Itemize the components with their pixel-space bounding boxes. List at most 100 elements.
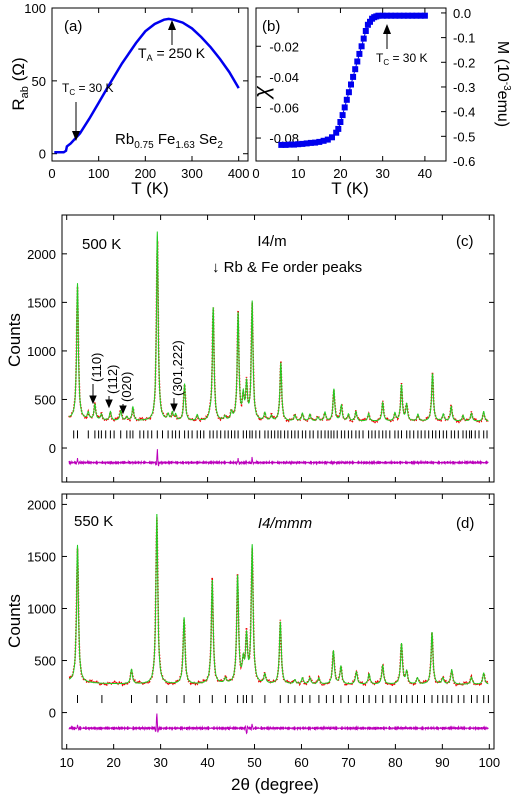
panel-b-x-tick-label: 0 bbox=[252, 166, 259, 181]
panel-b-data-point bbox=[375, 12, 382, 19]
panel-b-data-point bbox=[286, 141, 293, 148]
panel-d-difference-curve bbox=[68, 713, 489, 735]
panel-a-y-tick-label: 50 bbox=[32, 74, 46, 89]
panel-a-ta-annotation: TA = 250 K bbox=[138, 45, 206, 63]
panel-d-x-tick-label: 90 bbox=[435, 755, 449, 770]
panel-b-data-point bbox=[295, 141, 302, 148]
panel-b-data-point bbox=[299, 140, 306, 147]
panel-c-y-tick-label: 1500 bbox=[27, 295, 56, 310]
panel-b-data-point bbox=[417, 12, 424, 19]
panel-b-data-point bbox=[307, 139, 314, 146]
panel-d-y-tick-label: 1500 bbox=[27, 549, 56, 564]
panel-a-y-tick-label: 0 bbox=[39, 147, 46, 162]
panel-b-x-tick-label: 40 bbox=[418, 166, 432, 181]
panel-a-x-tick-label: 400 bbox=[228, 166, 250, 181]
panel-b-data-point bbox=[324, 136, 331, 143]
panel-b-data-point bbox=[367, 18, 373, 25]
panel-a-x-tick-label: 200 bbox=[134, 166, 156, 181]
panel-a-frame bbox=[51, 7, 249, 162]
panel-d-x-tick-label: 70 bbox=[341, 755, 355, 770]
panel-b-data-point bbox=[358, 43, 365, 50]
panel-c-frame bbox=[61, 214, 495, 483]
panel-b-right-axis-label: M (10-3emu) bbox=[494, 41, 512, 127]
panel-c-peak-label-020: (020) bbox=[119, 372, 134, 402]
panel-d-frame bbox=[61, 493, 495, 750]
panel-d-x-axis-label: 2θ (degree) bbox=[231, 775, 319, 794]
panel-c-x-ticks bbox=[66, 215, 490, 482]
panel-a-label: (a) bbox=[64, 18, 82, 35]
panel-b-data-point bbox=[329, 134, 335, 141]
panel-d-y-tick-label: 2000 bbox=[27, 497, 56, 512]
panel-a-x-axis-label: T (K) bbox=[131, 179, 168, 198]
panel-b-right-y-tick-label: -0.1 bbox=[453, 31, 475, 46]
panel-a-tc-annotation: TC = 30 K bbox=[62, 81, 114, 97]
panel-b-right-y-tick-label: -0.4 bbox=[453, 105, 475, 120]
panel-d-y-axis-label: Counts bbox=[5, 594, 24, 648]
panel-b-data-point bbox=[341, 104, 348, 111]
panel-c-temperature: 500 K bbox=[82, 236, 121, 253]
panel-b-right-y-tick-label: -0.5 bbox=[453, 129, 475, 144]
panel-b-data-point bbox=[383, 12, 390, 19]
panel-b-data-point bbox=[350, 73, 357, 80]
panel-d-calculated-pattern bbox=[68, 514, 489, 685]
panel-c-y-tick-label: 0 bbox=[49, 441, 56, 456]
panel-b-data-point bbox=[352, 66, 359, 73]
panel-b-data-point bbox=[303, 140, 310, 147]
panel-b-data-point bbox=[392, 12, 399, 19]
panel-b-data-point bbox=[421, 12, 428, 19]
panel-b-left-y-tick-label: -0.06 bbox=[269, 100, 299, 115]
panel-b-right-y-tick-label: -0.3 bbox=[453, 80, 475, 95]
panel-d-label: (d) bbox=[456, 515, 474, 532]
panel-a-resistance-curve bbox=[54, 17, 240, 154]
panel-c-space-group: I4/m bbox=[257, 233, 286, 250]
panel-c-y-ticks: 0 500 1000 1500 2000 bbox=[27, 247, 494, 456]
panel-a-tc-arrowhead bbox=[72, 131, 80, 141]
panel-b-data-point bbox=[396, 12, 403, 19]
panel-b-label: (b) bbox=[262, 18, 280, 35]
panel-b-data-point bbox=[388, 12, 395, 19]
panel-d-x-tick-label: 50 bbox=[247, 755, 261, 770]
panel-b-data-point bbox=[339, 112, 346, 119]
panel-b-frame bbox=[255, 7, 447, 162]
panel-c-diffraction-500k: 0 500 1000 1500 2000 500 K I4/m ↓ Rb & Fe or… bbox=[5, 214, 495, 483]
panel-b-data-point bbox=[316, 138, 323, 145]
panel-c-y-tick-label: 500 bbox=[34, 392, 56, 407]
panel-b-data-point bbox=[405, 12, 411, 19]
panel-b-data-point bbox=[362, 28, 369, 34]
panel-a-x-ticks: 0 100 200 300 400 bbox=[48, 8, 250, 181]
panel-a-y-axis-label: Rab (Ω) bbox=[9, 57, 31, 110]
panel-b-data-point bbox=[354, 58, 361, 65]
panel-b-susceptibility-chart: -0.02-0.04-0.06-0.08 0.0-0.1-0.2-0.3-0.4… bbox=[249, 6, 512, 198]
panel-b-data-point bbox=[312, 139, 319, 146]
panel-b-data-point bbox=[291, 141, 297, 148]
panel-b-data-point bbox=[409, 12, 416, 19]
panel-d-x-tick-label: 20 bbox=[106, 755, 120, 770]
panel-b-left-axis-label: χ bbox=[249, 85, 274, 100]
panel-c-y-axis-label: Counts bbox=[5, 313, 24, 367]
panel-d-space-group: I4/mmm bbox=[258, 515, 312, 532]
panel-c-peak-label-110: (110) bbox=[89, 353, 104, 382]
panel-d-y-tick-label: 0 bbox=[49, 706, 56, 721]
panel-d-y-tick-label: 500 bbox=[34, 654, 56, 669]
panel-d-y-ticks: 0 500 1000 1500 2000 bbox=[27, 497, 494, 721]
panel-c-order-peaks-note: ↓ Rb & Fe order peaks bbox=[212, 259, 362, 276]
panel-b-data-point bbox=[356, 50, 363, 57]
panel-d-x-tick-label: 80 bbox=[388, 755, 402, 770]
panel-b-right-y-ticks: 0.0 -0.1 -0.2 -0.3 -0.4 -0.5 -0.6 bbox=[441, 6, 475, 169]
panel-b-data-points bbox=[278, 12, 428, 148]
panel-b-data-point bbox=[348, 81, 354, 88]
panel-b-x-tick-label: 10 bbox=[291, 166, 305, 181]
panel-b-x-axis-label: T (K) bbox=[331, 179, 368, 198]
panel-b-data-point bbox=[360, 35, 367, 42]
panel-d-x-tick-label: 10 bbox=[59, 755, 73, 770]
panel-a-x-tick-label: 0 bbox=[48, 166, 55, 181]
panel-c-difference-curve bbox=[68, 449, 489, 467]
panel-b-data-point bbox=[335, 125, 342, 132]
panel-b-left-y-tick-label: -0.02 bbox=[269, 39, 299, 54]
panel-b-data-point bbox=[343, 96, 350, 103]
panel-b-x-tick-label: 30 bbox=[375, 166, 389, 181]
panel-c-y-tick-label: 1000 bbox=[27, 344, 56, 359]
panel-a-resistance-chart: 0 50 100 0 100 200 300 400 (a) TC = 30 K TA = … bbox=[9, 1, 250, 198]
panel-b-data-point bbox=[379, 12, 386, 19]
panel-b-data-point bbox=[278, 141, 285, 148]
